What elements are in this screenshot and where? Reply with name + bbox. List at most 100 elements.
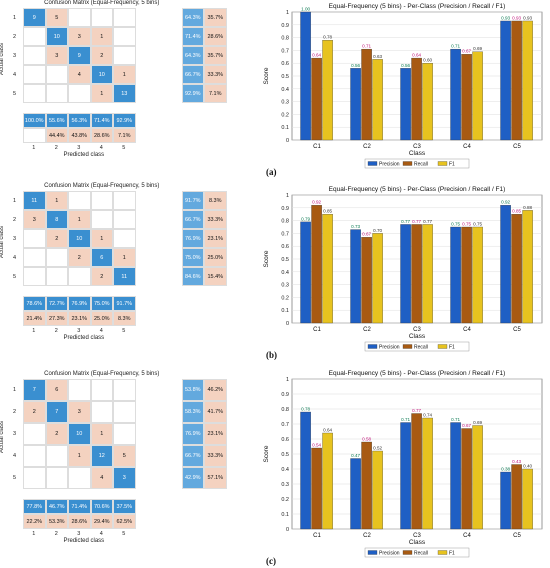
bar-recall (361, 48, 372, 141)
bar-value-label: 0.85 (512, 209, 521, 214)
matrix-row-summary: 23.1% (204, 229, 227, 248)
matrix-cell (113, 46, 136, 65)
matrix-row-summary: 71.4% (181, 27, 204, 46)
matrix-col-summary-bottom: 43.8% (68, 128, 91, 143)
matrix-col-summary-bottom: 62.5% (113, 514, 136, 529)
bar-value-label: 0.71 (362, 44, 371, 49)
bar-precision (300, 11, 311, 141)
matrix-cell: 8 (45, 210, 68, 229)
y-tick-label: 0.2 (281, 497, 289, 503)
bar-chart-ylabel: Score (263, 250, 270, 267)
matrix-col-tick: 4 (99, 328, 103, 334)
bar-value-label: 0.78 (323, 35, 332, 40)
panel-1: Confusion Matrix (Equal-Frequency, 5 bin… (0, 0, 550, 178)
bar-precision (300, 221, 311, 324)
matrix-cell (23, 27, 46, 46)
matrix-row-summary: 15.4% (204, 267, 227, 286)
y-tick-label: 0.6 (281, 437, 289, 443)
matrix-row-summary: 75.0% (181, 248, 204, 267)
matrix-xlabel: Predicted class (63, 335, 105, 341)
legend-box (364, 341, 470, 352)
x-tick-label: C3 (413, 533, 421, 539)
panel-3: Confusion Matrix (Equal-Frequency, 5 bin… (0, 367, 550, 567)
y-tick-label: 0.1 (281, 125, 289, 131)
x-tick-label: C4 (463, 144, 471, 150)
bar-precision (500, 205, 511, 324)
matrix-row-tick: 3 (13, 431, 17, 437)
bar-value-label: 0.77 (423, 219, 432, 224)
matrix-col-summary-top: 91.7% (113, 296, 136, 311)
panel-letter: (b) (266, 350, 277, 360)
bar-precision (450, 422, 461, 530)
y-tick-label: 0.4 (281, 270, 289, 276)
matrix-xlabel: Predicted class (63, 538, 105, 544)
matrix-cell: 10 (68, 229, 91, 248)
legend-label: Recall (414, 551, 428, 557)
bar-f1 (472, 425, 483, 530)
matrix-cell (68, 467, 91, 489)
matrix-cell: 1 (90, 423, 113, 445)
matrix-row-tick: 3 (13, 52, 17, 59)
y-tick-label: 0.6 (281, 61, 289, 67)
bar-f1 (422, 417, 433, 530)
matrix-cell: 9 (23, 8, 46, 27)
y-tick-label: 0.7 (281, 48, 289, 54)
x-tick-label: C2 (363, 144, 371, 150)
matrix-row-tick: 2 (13, 409, 17, 415)
bar-chart: Equal-Frequency (5 bins) - Per-Class (Pr… (258, 367, 550, 567)
matrix-row-summary: 46.2% (204, 379, 227, 401)
x-tick-label: C2 (363, 533, 371, 539)
y-tick-label: 0.8 (281, 36, 289, 42)
matrix-row-tick: 2 (13, 33, 17, 40)
x-tick-label: C2 (363, 327, 371, 333)
matrix-col-summary-bottom: 8.3% (113, 311, 136, 326)
matrix-cell: 1 (68, 210, 91, 229)
bar-chart-ylabel: Score (263, 67, 270, 84)
matrix-cell: 11 (23, 191, 46, 210)
matrix-col-summary-bottom: 27.3% (45, 311, 68, 326)
matrix-cell (23, 65, 46, 84)
bar-f1 (322, 40, 333, 141)
matrix-cell (23, 229, 46, 248)
matrix-cell (23, 267, 46, 286)
matrix-cell: 4 (68, 65, 91, 84)
bar-chart-title: Equal-Frequency (5 bins) - Per-Class (Pr… (329, 3, 506, 10)
matrix-row-tick: 4 (13, 453, 17, 459)
matrix-row-summary: 76.9% (181, 423, 204, 445)
matrix-row-tick: 1 (13, 14, 17, 21)
matrix-col-tick: 1 (32, 328, 36, 334)
matrix-col-tick: 5 (122, 328, 126, 334)
bar-value-label: 0.43 (512, 459, 521, 464)
bar-value-label: 0.78 (301, 407, 310, 412)
matrix-col-summary-top: 56.3% (68, 113, 91, 128)
matrix-cell: 7 (45, 401, 68, 423)
bar-value-label: 0.67 (462, 423, 471, 428)
bar-chart: Equal-Frequency (5 bins) - Per-Class (Pr… (258, 183, 550, 361)
matrix-cell: 3 (68, 27, 91, 46)
bar-recall (511, 214, 522, 324)
legend-swatch-recall (402, 161, 413, 166)
matrix-row-summary: 66.7% (181, 65, 204, 84)
matrix-col-summary-top: 71.4% (90, 113, 113, 128)
y-tick-label: 1 (286, 193, 289, 199)
legend-box (364, 158, 470, 169)
matrix-title: Confusion Matrix (Equal-Frequency, 5 bin… (44, 371, 160, 377)
matrix-cell (23, 84, 46, 103)
bar-f1 (372, 59, 383, 141)
matrix-cell (45, 248, 68, 267)
matrix-cell: 9 (68, 46, 91, 65)
bar-precision (400, 224, 411, 324)
matrix-row-summary: 25.0% (204, 248, 227, 267)
bar-chart-svg: Equal-Frequency (5 bins) - Per-Class (Pr… (263, 186, 543, 352)
matrix-col-summary-top: 92.9% (113, 113, 136, 128)
matrix-col-summary-top: 76.9% (68, 296, 91, 311)
y-tick-label: 0.8 (281, 407, 289, 413)
matrix-col-summary-top: 37.5% (113, 499, 136, 514)
matrix-cell (68, 191, 91, 210)
matrix-col-summary-bottom: 23.1% (68, 311, 91, 326)
bar-value-label: 0.75 (462, 222, 471, 227)
bar-precision (400, 422, 411, 530)
bar-value-label: 0.93 (523, 15, 532, 20)
matrix-row-summary: 33.3% (204, 65, 227, 84)
matrix-row-tick: 4 (13, 71, 17, 78)
